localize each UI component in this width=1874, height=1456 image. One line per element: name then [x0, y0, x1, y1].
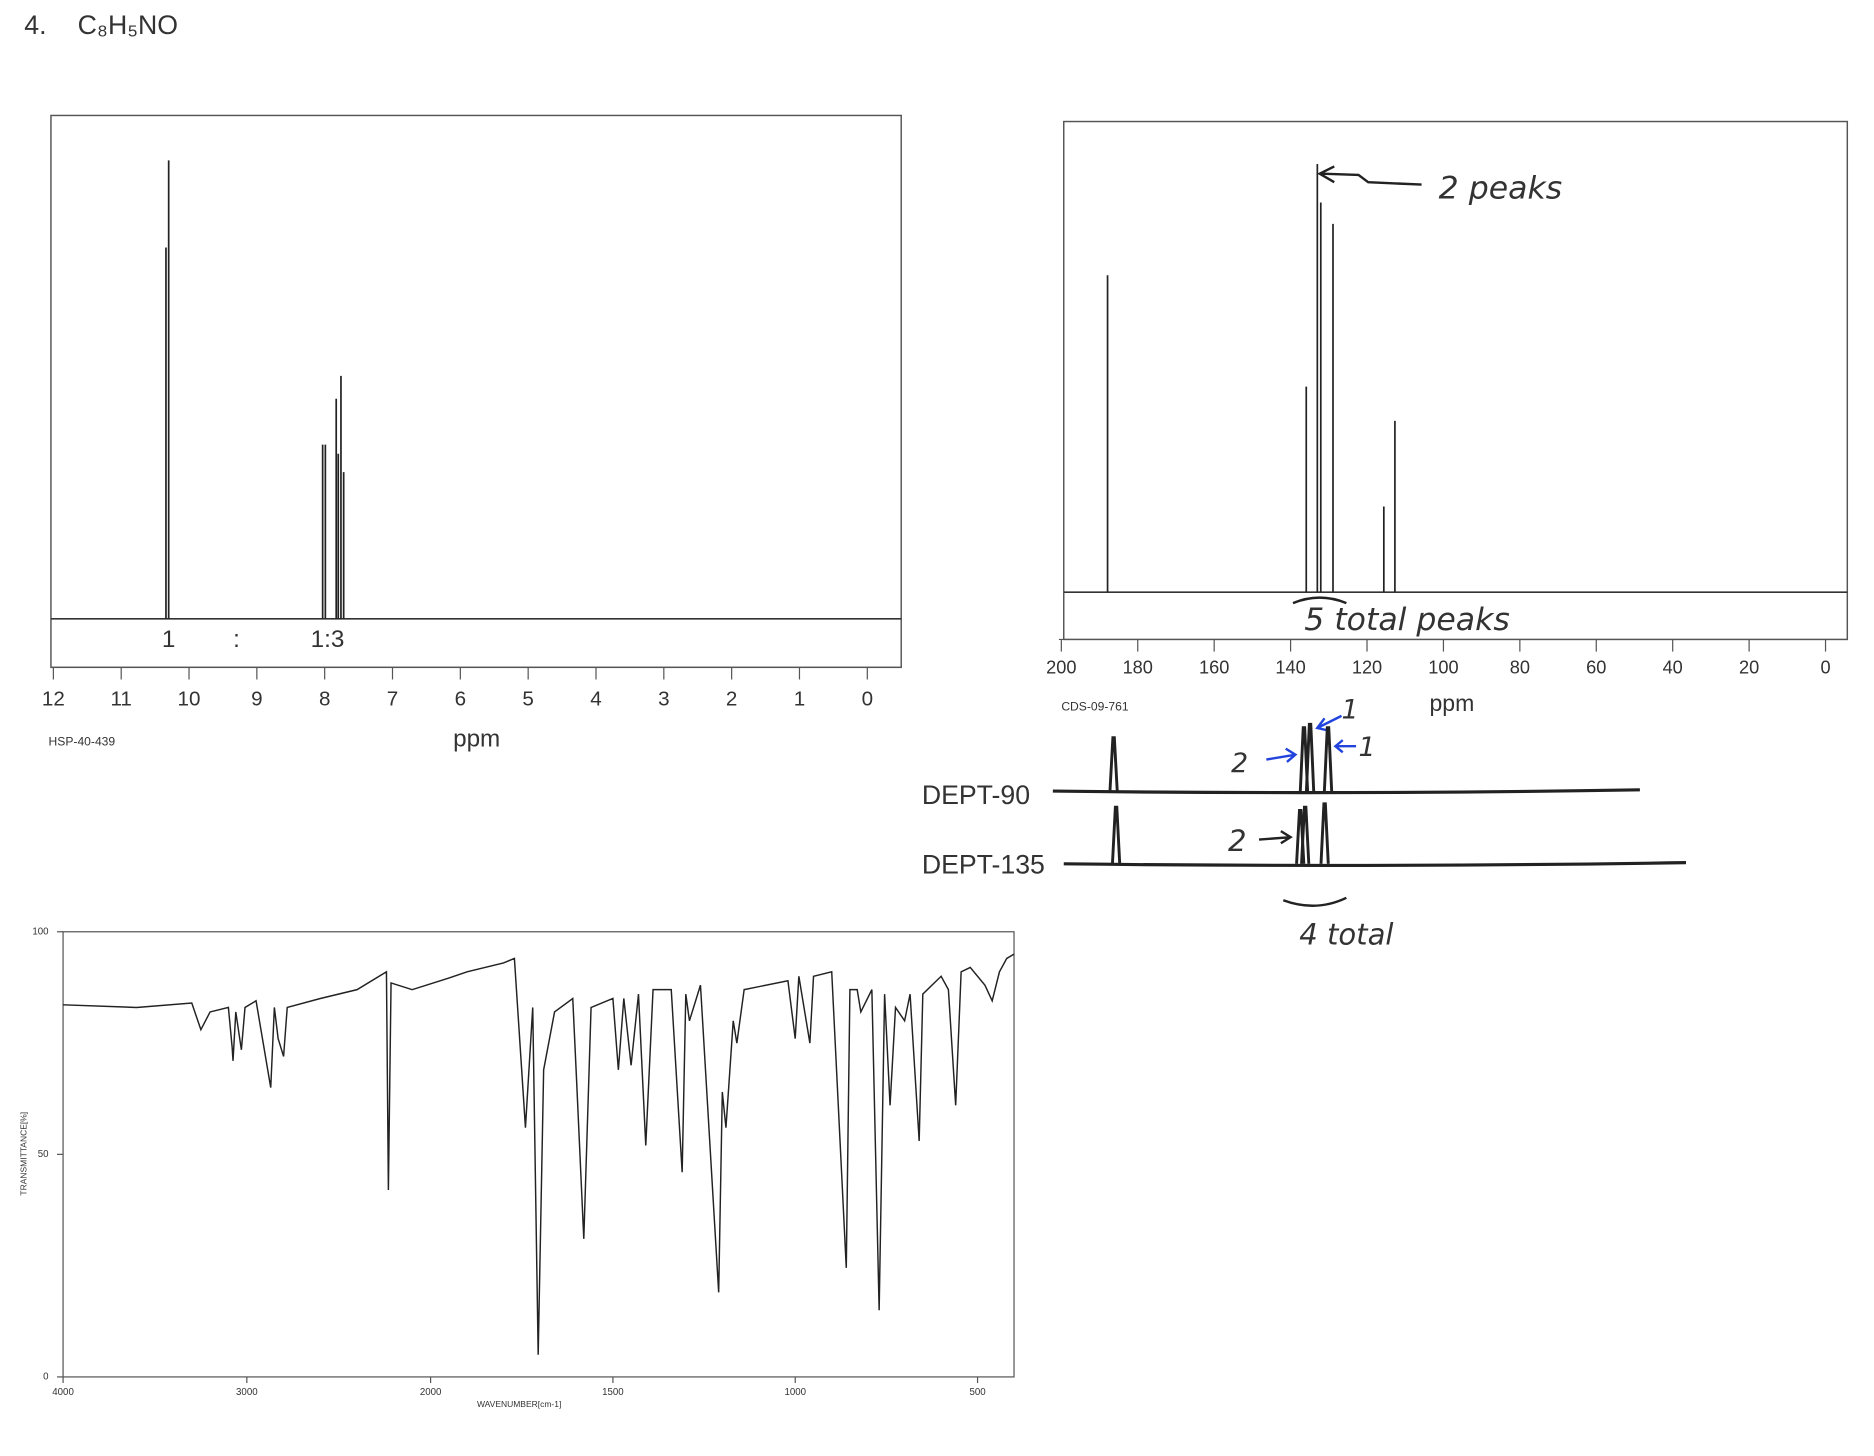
x-axis-label: ppm: [1429, 690, 1474, 716]
x-tick-label: 6: [455, 688, 466, 711]
x-tick-label: 2: [726, 688, 737, 711]
x-tick-label: 40: [1663, 657, 1683, 677]
y-tick-label: 100: [32, 926, 49, 937]
spectrum-code: HSP-40-439: [49, 735, 116, 749]
x-tick-label: 1000: [784, 1387, 806, 1398]
peak: [1108, 736, 1119, 792]
x-tick-label: 9: [251, 688, 262, 711]
annotation: 1: [1358, 732, 1375, 763]
arrow: [1333, 739, 1357, 754]
annotation: 1: [1342, 695, 1359, 726]
annotation: 1: [162, 626, 176, 653]
x-tick-label: 160: [1199, 657, 1229, 677]
x-tick-label: 12: [42, 688, 65, 711]
x-tick-label: 3000: [236, 1387, 258, 1398]
y-axis-label: TRANSMITTANCE[%]: [19, 1112, 29, 1196]
problem-number: 4.: [24, 10, 46, 40]
peak: [1300, 805, 1311, 864]
x-tick-label: 10: [178, 688, 201, 711]
x-tick-label: 1500: [602, 1387, 624, 1398]
peak: [1304, 722, 1316, 792]
peak: [1298, 726, 1310, 792]
x-tick-label: 200: [1046, 657, 1076, 677]
x-tick-label: 2000: [420, 1387, 442, 1398]
annotation: 2: [1228, 824, 1247, 858]
x-tick-label: 5: [522, 688, 533, 711]
annotation: 2 peaks: [1439, 170, 1562, 206]
peak: [1322, 726, 1334, 792]
x-axis-label: WAVENUMBER[cm-1]: [477, 1399, 561, 1409]
x-tick-label: 4000: [52, 1387, 74, 1398]
brace: [1282, 896, 1347, 907]
x-tick-label: 11: [110, 688, 131, 711]
x-tick-label: 8: [319, 688, 330, 711]
trace-label: DEPT-90: [922, 780, 1030, 810]
arrow: [1266, 747, 1298, 763]
annotation: 1:3: [311, 626, 345, 653]
x-tick-label: 4: [590, 688, 601, 711]
annotation: 2: [1231, 748, 1248, 779]
peak: [1110, 805, 1122, 864]
x-tick-label: 7: [387, 688, 398, 711]
brace: [1292, 596, 1347, 605]
annotation: 4 total: [1299, 918, 1393, 952]
x-tick-label: 20: [1739, 657, 1759, 677]
peak: [1319, 802, 1330, 864]
y-tick-label: 50: [38, 1149, 49, 1160]
x-tick-label: 1: [794, 688, 805, 711]
formula: C₈H₅NO: [78, 10, 178, 40]
x-tick-label: 0: [862, 688, 873, 711]
x-tick-label: 100: [1428, 657, 1458, 677]
x-tick-label: 140: [1275, 657, 1305, 677]
arrow: [1317, 165, 1422, 186]
trace-label: DEPT-135: [922, 849, 1045, 879]
trace-baseline: [1063, 861, 1687, 867]
trace-baseline: [1052, 788, 1640, 795]
arrow: [1258, 830, 1293, 845]
x-tick-label: 500: [969, 1387, 986, 1398]
x-tick-label: 60: [1586, 657, 1606, 677]
arrow: [1315, 714, 1343, 732]
x-tick-label: 3: [658, 688, 669, 711]
h-nmr-frame: [50, 114, 902, 669]
spectrum-code: CDS-09-761: [1061, 700, 1129, 714]
annotation: :: [233, 626, 240, 653]
ir-trace: [63, 953, 1015, 1355]
x-tick-label: 0: [1820, 657, 1830, 677]
x-axis-label: ppm: [453, 726, 500, 753]
x-tick-label: 180: [1123, 657, 1153, 677]
y-tick-label: 0: [43, 1371, 49, 1382]
annotation: 5 total peaks: [1304, 602, 1510, 638]
x-tick-label: 120: [1352, 657, 1382, 677]
x-tick-label: 80: [1510, 657, 1530, 677]
